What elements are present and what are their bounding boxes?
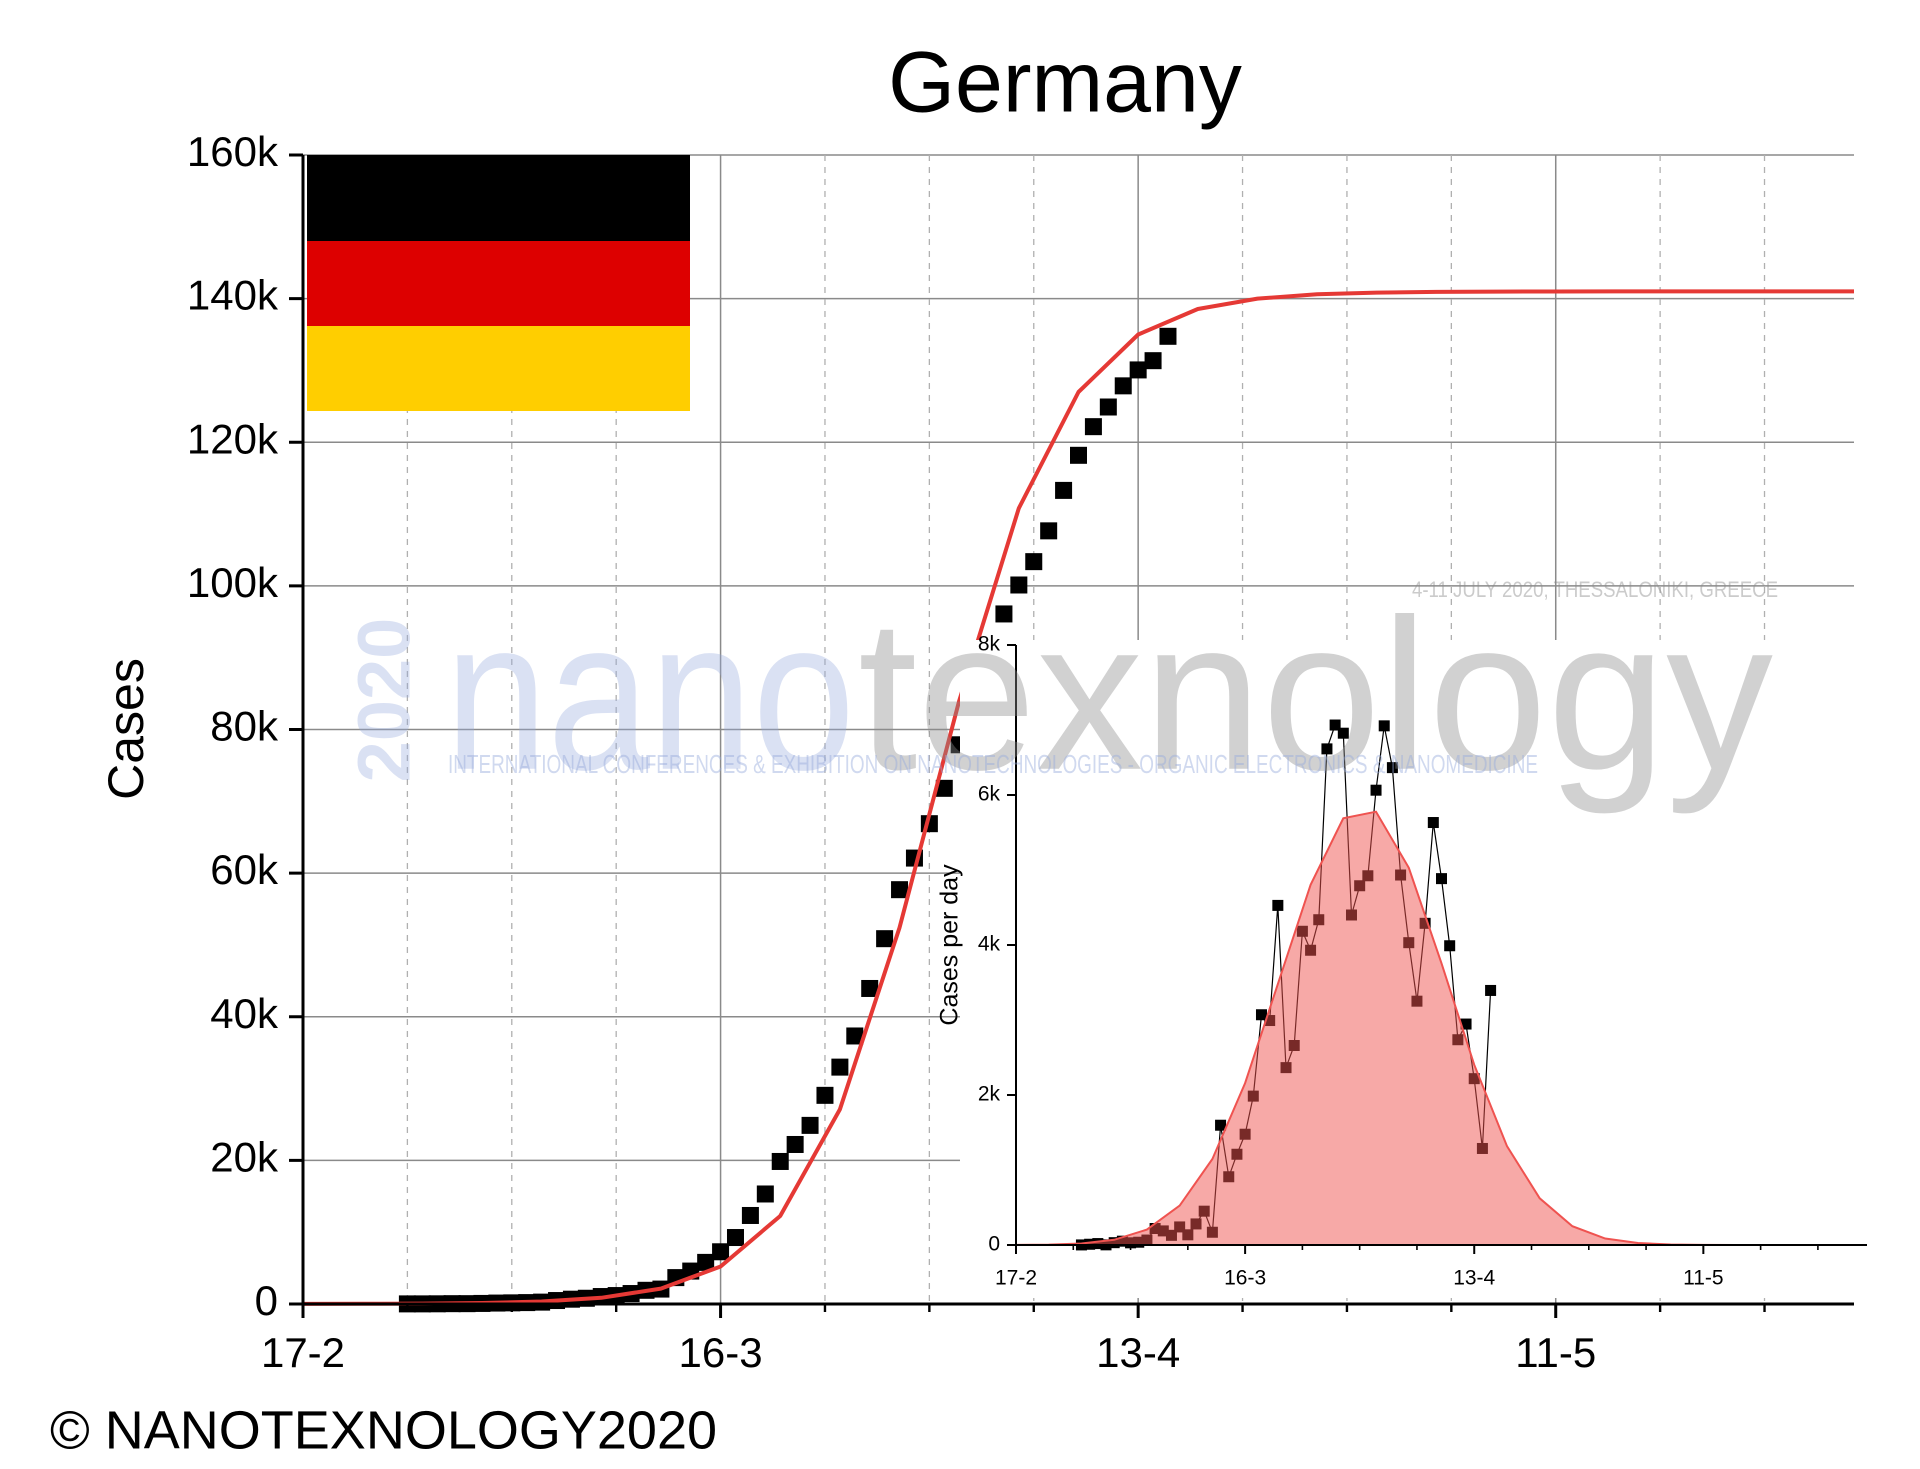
data-point [1337, 727, 1349, 739]
y-tick-label: 160k [187, 128, 279, 175]
fit-line [302, 289, 1854, 1306]
data-point [876, 930, 894, 948]
data-point [846, 1027, 864, 1045]
data-point [1099, 398, 1117, 416]
y-tick-label: 8k [978, 633, 1001, 656]
data-point [935, 779, 953, 797]
data-point [1255, 1009, 1267, 1021]
chart-title: Germany [888, 35, 1242, 131]
data-point [771, 1152, 789, 1170]
data-point [1114, 377, 1132, 395]
data-point [1485, 984, 1497, 996]
y-tick-label: 80k [210, 703, 279, 750]
data-point [1444, 940, 1456, 952]
data-point [1329, 719, 1341, 731]
data-point [697, 1253, 715, 1271]
x-tick-label: 16-3 [679, 1329, 763, 1376]
data-point [1370, 784, 1382, 796]
data-point [1321, 743, 1333, 755]
data-point [741, 1206, 759, 1224]
data-point [1084, 418, 1102, 436]
inset-y-axis-label: Cases per day [936, 864, 964, 1026]
y-tick-label: 20k [210, 1133, 279, 1180]
data-point [995, 605, 1013, 623]
y-axis-label: Cases [98, 658, 154, 800]
y-tick-label: 2k [978, 1083, 1001, 1106]
flag-band [307, 326, 690, 411]
data-point [891, 881, 909, 899]
y-tick-label: 40k [210, 990, 279, 1037]
data-point [1025, 553, 1043, 571]
y-tick-label: 100k [187, 559, 279, 606]
data-point [1070, 446, 1087, 464]
inset-plot: 0 2k 4k 6k 8k 17-2 16-3 13-4 11-5 [978, 633, 1867, 1290]
data-point [1144, 352, 1162, 370]
x-tick-label: 11-5 [1515, 1329, 1596, 1376]
y-tick-label: 0 [255, 1277, 278, 1324]
x-tick-label: 17-2 [995, 1267, 1037, 1290]
x-tick-label: 11-5 [1683, 1267, 1723, 1290]
data-point [786, 1135, 804, 1153]
data-point [816, 1086, 834, 1104]
data-point [756, 1185, 774, 1203]
data-point [801, 1116, 819, 1134]
data-point [1159, 327, 1177, 345]
data-point [1215, 1119, 1227, 1131]
y-tick-label: 60k [210, 846, 279, 893]
data-point [1386, 762, 1398, 774]
data-point [1040, 522, 1058, 540]
data-point [831, 1058, 849, 1076]
data-point [1055, 481, 1073, 499]
y-tick-label: 120k [187, 415, 279, 462]
x-tick-label: 13-4 [1453, 1267, 1495, 1290]
flag-band [307, 155, 690, 241]
y-tick-label: 4k [978, 933, 1001, 956]
data-point [1129, 361, 1147, 379]
flag [307, 155, 690, 411]
data-point [1436, 873, 1447, 885]
y-tick-label: 0 [988, 1233, 1000, 1256]
y-tick-label: 140k [187, 272, 279, 319]
copyright: © NANOTEXNOLOGY2020 [50, 1400, 717, 1460]
data-point [1427, 817, 1439, 829]
x-tick-label: 13-4 [1096, 1329, 1180, 1376]
data-point [1010, 576, 1028, 594]
data-point [861, 979, 879, 997]
data-point [726, 1229, 744, 1247]
flag-band [307, 241, 690, 326]
data-point [1272, 899, 1284, 911]
x-tick-label: 17-2 [261, 1329, 345, 1376]
data-point [1378, 720, 1390, 732]
x-tick-label: 16-3 [1224, 1267, 1266, 1290]
data-point [712, 1243, 730, 1261]
y-tick-label: 6k [978, 783, 1001, 806]
data-point [1460, 1018, 1472, 1030]
